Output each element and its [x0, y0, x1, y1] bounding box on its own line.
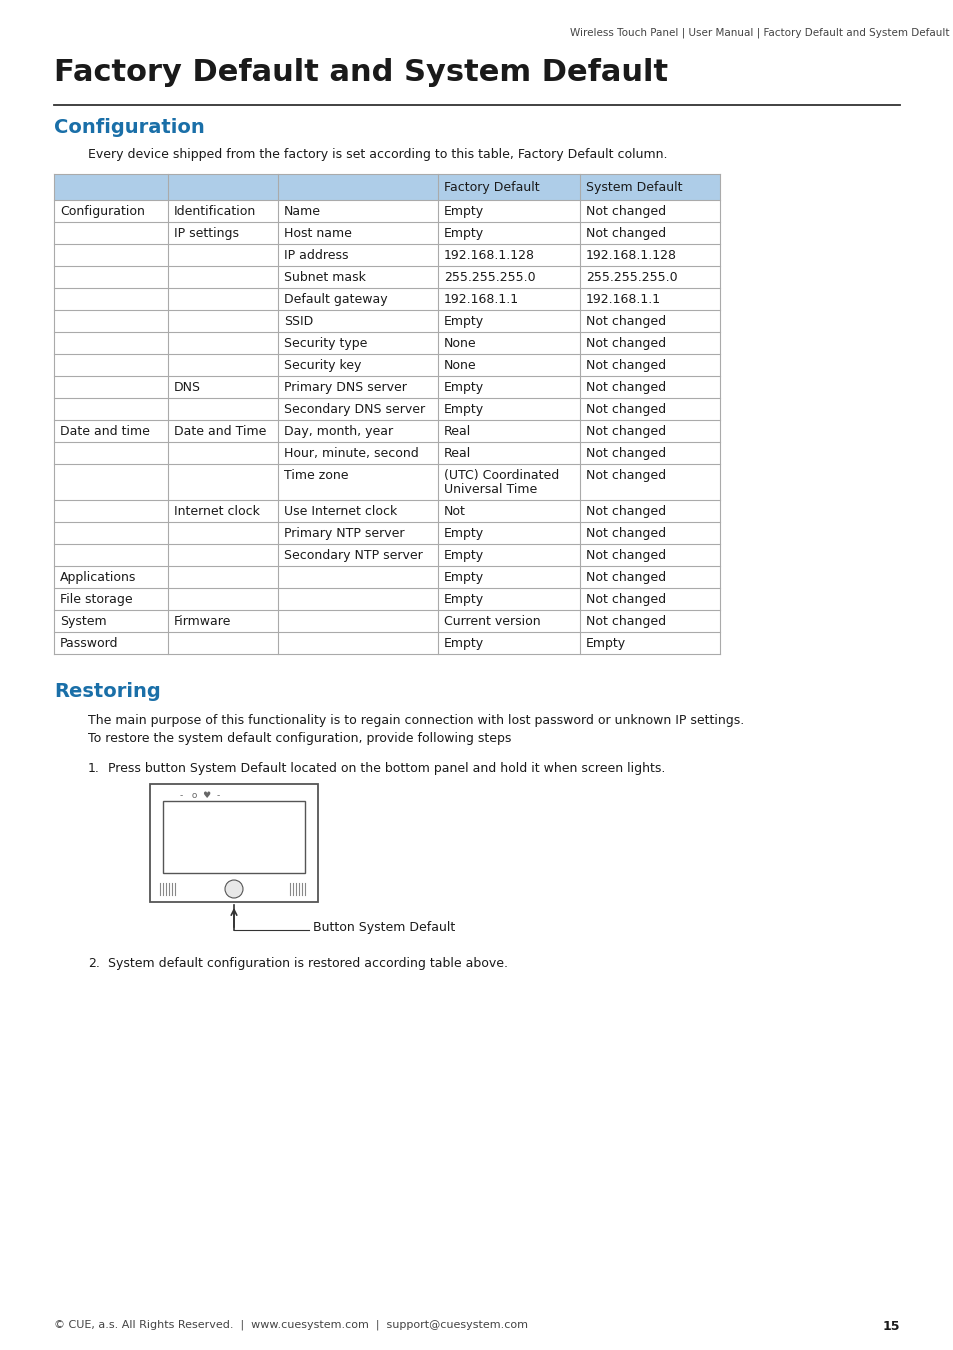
Text: Day, month, year: Day, month, year [284, 425, 393, 437]
Text: Empty: Empty [443, 381, 483, 394]
Text: Empty: Empty [443, 404, 483, 416]
Text: Name: Name [284, 205, 320, 217]
Text: 2.: 2. [88, 957, 100, 971]
Text: Not changed: Not changed [585, 549, 665, 562]
Text: Internet clock: Internet clock [173, 505, 259, 518]
Text: Not changed: Not changed [585, 404, 665, 416]
Text: Identification: Identification [173, 205, 256, 217]
Text: Time zone: Time zone [284, 468, 348, 482]
Bar [163, 801, 305, 873]
Text: Empty: Empty [443, 227, 483, 240]
Text: Firmware: Firmware [173, 616, 232, 628]
Text: Real: Real [443, 425, 471, 437]
Text: Empty: Empty [443, 205, 483, 217]
Text: Date and time: Date and time [60, 425, 150, 437]
Text: Empty: Empty [443, 637, 483, 649]
Text: 255.255.255.0: 255.255.255.0 [443, 271, 535, 284]
Text: Primary DNS server: Primary DNS server [284, 381, 406, 394]
Text: Button System Default: Button System Default [313, 921, 455, 933]
Bar [150, 784, 317, 902]
Text: Subnet mask: Subnet mask [284, 271, 366, 284]
Text: Use Internet clock: Use Internet clock [284, 505, 396, 518]
Text: 192.168.1.128: 192.168.1.128 [585, 248, 677, 262]
Text: SSID: SSID [284, 315, 313, 328]
Text: 15: 15 [882, 1320, 899, 1332]
Text: Password: Password [60, 637, 118, 649]
Text: Wireless Touch Panel | User Manual | Factory Default and System Default: Wireless Touch Panel | User Manual | Fac… [569, 28, 948, 39]
Text: Factory Default: Factory Default [443, 181, 539, 194]
Text: Not changed: Not changed [585, 593, 665, 606]
Text: Default gateway: Default gateway [284, 293, 387, 306]
Text: 255.255.255.0: 255.255.255.0 [585, 271, 677, 284]
Text: Universal Time: Universal Time [443, 483, 537, 495]
Text: DNS: DNS [173, 381, 201, 394]
Text: IP settings: IP settings [173, 227, 239, 240]
Text: Configuration: Configuration [54, 117, 205, 136]
Text: Empty: Empty [443, 315, 483, 328]
Text: None: None [443, 359, 476, 373]
Text: Date and Time: Date and Time [173, 425, 266, 437]
Text: Empty: Empty [443, 593, 483, 606]
Bar [54, 174, 720, 200]
Text: 192.168.1.1: 192.168.1.1 [585, 293, 660, 306]
Text: © CUE, a.s. All Rights Reserved.  |  www.cuesystem.com  |  support@cuesystem.com: © CUE, a.s. All Rights Reserved. | www.c… [54, 1320, 527, 1331]
Text: Security key: Security key [284, 359, 361, 373]
Text: The main purpose of this functionality is to regain connection with lost passwor: The main purpose of this functionality i… [88, 714, 743, 728]
Text: System default configuration is restored according table above.: System default configuration is restored… [108, 957, 507, 971]
Text: File storage: File storage [60, 593, 132, 606]
Text: -   o  ♥  -: - o ♥ - [180, 791, 220, 801]
Text: Primary NTP server: Primary NTP server [284, 526, 404, 540]
Text: 1.: 1. [88, 761, 100, 775]
Text: Security type: Security type [284, 338, 367, 350]
Text: Not changed: Not changed [585, 315, 665, 328]
Text: Not changed: Not changed [585, 338, 665, 350]
Text: Empty: Empty [443, 526, 483, 540]
Text: None: None [443, 338, 476, 350]
Text: Factory Default and System Default: Factory Default and System Default [54, 58, 667, 86]
Text: Not changed: Not changed [585, 205, 665, 217]
Text: 192.168.1.1: 192.168.1.1 [443, 293, 518, 306]
Text: Not changed: Not changed [585, 526, 665, 540]
Text: Empty: Empty [443, 549, 483, 562]
Text: IP address: IP address [284, 248, 348, 262]
Circle shape [225, 880, 243, 898]
Text: Empty: Empty [443, 571, 483, 585]
Text: Not changed: Not changed [585, 505, 665, 518]
Text: Host name: Host name [284, 227, 352, 240]
Text: Not changed: Not changed [585, 571, 665, 585]
Text: Restoring: Restoring [54, 682, 161, 701]
Text: Not changed: Not changed [585, 381, 665, 394]
Text: Every device shipped from the factory is set according to this table, Factory De: Every device shipped from the factory is… [88, 148, 667, 161]
Text: System Default: System Default [585, 181, 681, 194]
Text: To restore the system default configuration, provide following steps: To restore the system default configurat… [88, 732, 511, 745]
Text: Not changed: Not changed [585, 447, 665, 460]
Text: Not changed: Not changed [585, 468, 665, 482]
Text: Hour, minute, second: Hour, minute, second [284, 447, 418, 460]
Text: Secondary DNS server: Secondary DNS server [284, 404, 425, 416]
Text: Real: Real [443, 447, 471, 460]
Text: System: System [60, 616, 107, 628]
Text: Current version: Current version [443, 616, 540, 628]
Text: Not changed: Not changed [585, 359, 665, 373]
Text: Press button System Default located on the bottom panel and hold it when screen : Press button System Default located on t… [108, 761, 664, 775]
Text: (UTC) Coordinated: (UTC) Coordinated [443, 468, 558, 482]
Text: 192.168.1.128: 192.168.1.128 [443, 248, 535, 262]
Text: Empty: Empty [585, 637, 625, 649]
Text: Not changed: Not changed [585, 425, 665, 437]
Text: Not: Not [443, 505, 465, 518]
Text: Secondary NTP server: Secondary NTP server [284, 549, 422, 562]
Text: Configuration: Configuration [60, 205, 145, 217]
Text: Applications: Applications [60, 571, 136, 585]
Text: Not changed: Not changed [585, 616, 665, 628]
Text: Not changed: Not changed [585, 227, 665, 240]
